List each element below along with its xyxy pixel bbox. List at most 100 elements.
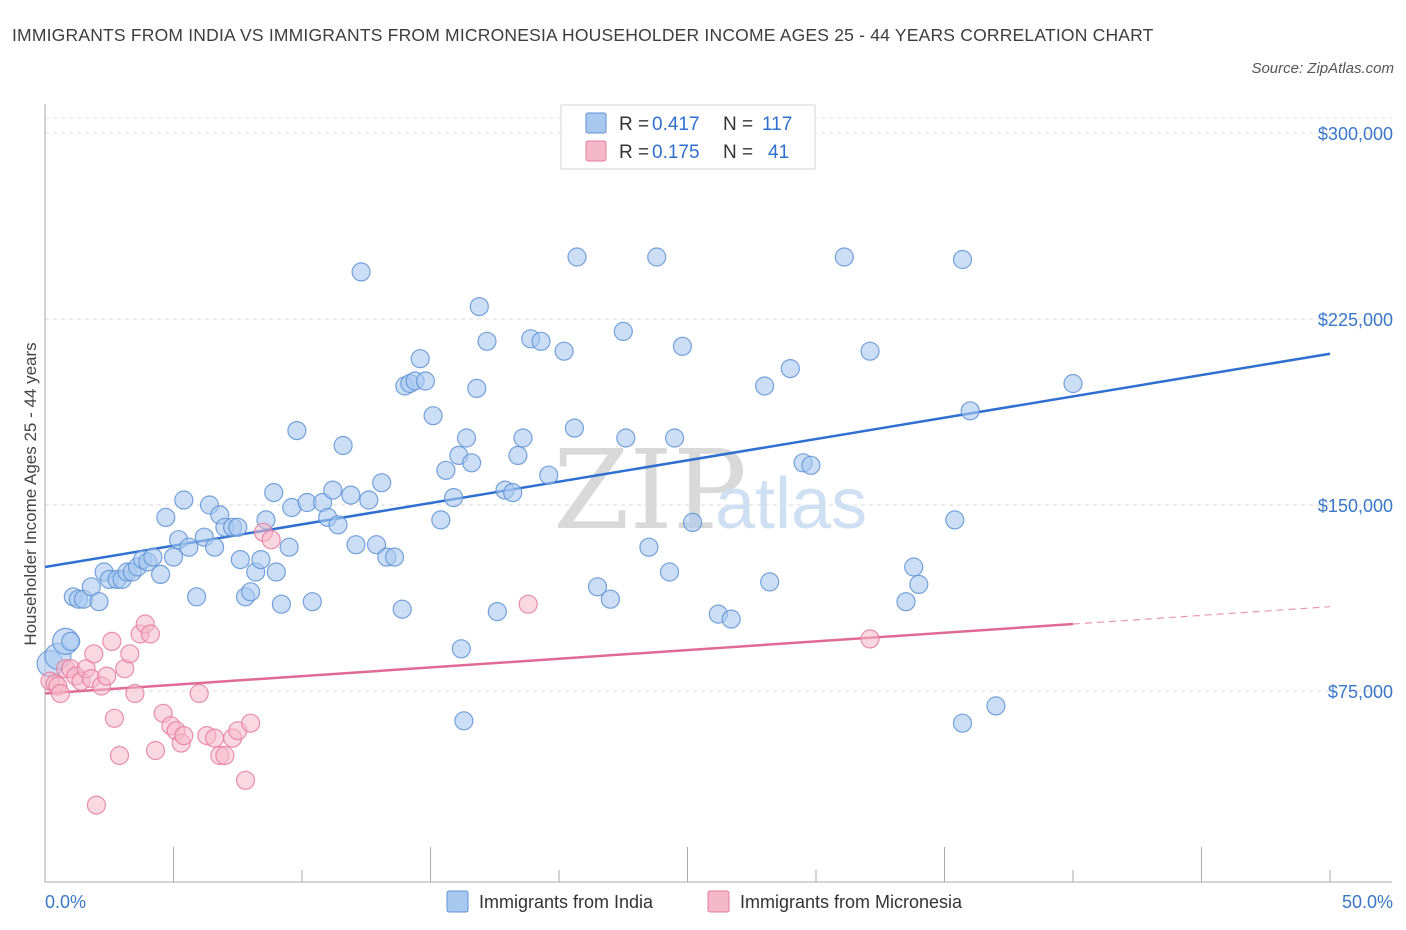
- point-micronesia: [50, 683, 71, 704]
- point-micronesia: [109, 745, 130, 766]
- point-india: [323, 480, 343, 500]
- point-india: [266, 562, 286, 582]
- point-india: [81, 577, 101, 597]
- trend-line-micronesia: [44, 622, 1074, 695]
- point-india: [682, 512, 703, 533]
- point-india: [952, 249, 973, 270]
- point-india: [986, 696, 1006, 716]
- point-india: [780, 359, 800, 379]
- point-india: [333, 435, 353, 456]
- y-tick-label: $150,000: [1318, 496, 1393, 516]
- point-micronesia: [235, 770, 256, 790]
- point-india: [487, 601, 507, 622]
- point-india: [346, 535, 366, 555]
- point-india: [639, 537, 659, 557]
- point-india: [89, 592, 109, 612]
- point-india: [351, 262, 371, 282]
- point-micronesia: [241, 713, 261, 733]
- point-india: [151, 564, 171, 585]
- point-india: [279, 537, 299, 557]
- point-india: [341, 485, 361, 505]
- data-points: [36, 247, 1083, 815]
- point-india: [179, 537, 199, 557]
- point-micronesia: [97, 666, 117, 686]
- x-tick-label-min: 0.0%: [45, 892, 86, 912]
- legend-n-value: 117: [762, 114, 792, 135]
- point-india: [359, 490, 379, 510]
- point-micronesia: [86, 795, 107, 815]
- point-micronesia: [120, 644, 140, 664]
- source-label: Source: ZipAtlas.com: [1251, 60, 1394, 77]
- legend-r-label: R =: [619, 142, 649, 163]
- legend-r-value: 0.417: [652, 114, 700, 135]
- point-india: [945, 510, 965, 530]
- point-india: [156, 507, 176, 528]
- point-india: [423, 406, 443, 426]
- point-india: [436, 460, 456, 480]
- point-india: [467, 378, 487, 398]
- point-india: [384, 547, 405, 567]
- point-india: [860, 341, 880, 361]
- point-india: [664, 428, 685, 448]
- y-tick-label: $225,000: [1318, 310, 1393, 330]
- point-micronesia: [518, 594, 538, 614]
- point-india: [469, 297, 489, 317]
- point-india: [754, 376, 775, 396]
- point-micronesia: [215, 745, 235, 766]
- point-india: [834, 247, 854, 267]
- point-india: [477, 331, 497, 351]
- point-micronesia: [189, 683, 209, 704]
- trend-line-micronesia-extension: [1072, 606, 1331, 625]
- legend-r-label: R =: [619, 114, 649, 135]
- point-india: [462, 453, 482, 473]
- point-india: [508, 445, 528, 465]
- point-india: [230, 549, 250, 570]
- point-india: [659, 562, 680, 582]
- chart-title: IMMIGRANTS FROM INDIA VS IMMIGRANTS FROM…: [12, 25, 1154, 45]
- point-micronesia: [145, 740, 166, 761]
- point-micronesia: [104, 708, 125, 728]
- watermark-zip: ZIP: [553, 426, 747, 554]
- point-india: [251, 549, 271, 570]
- point-micronesia: [860, 629, 880, 649]
- legend-swatch-micronesia: [585, 140, 607, 162]
- point-india: [531, 331, 551, 351]
- point-india: [587, 577, 608, 597]
- point-india: [415, 371, 435, 391]
- point-india: [264, 483, 284, 503]
- point-india: [228, 517, 248, 537]
- point-india: [410, 349, 430, 369]
- point-india: [241, 582, 261, 602]
- point-india: [952, 713, 973, 733]
- point-micronesia: [174, 725, 194, 746]
- point-micronesia: [261, 530, 281, 550]
- point-micronesia: [84, 644, 104, 664]
- point-india: [431, 510, 451, 530]
- point-india: [1063, 373, 1083, 394]
- legend-n-value: 41: [768, 142, 789, 163]
- point-india: [672, 336, 693, 356]
- point-india: [503, 483, 523, 503]
- legend-bottom: Immigrants from India Immigrants from Mi…: [446, 890, 963, 913]
- point-india: [392, 599, 412, 619]
- point-india: [302, 592, 322, 612]
- point-india: [451, 639, 471, 659]
- point-india: [554, 341, 574, 361]
- legend-bottom-label-india: Immigrants from India: [479, 892, 654, 912]
- point-india: [61, 631, 81, 652]
- point-india: [960, 401, 980, 421]
- point-micronesia: [102, 631, 122, 652]
- point-india: [163, 547, 184, 567]
- legend-bottom-swatch-india: [446, 890, 469, 913]
- legend-n-label: N =: [723, 142, 753, 163]
- point-micronesia: [125, 683, 145, 704]
- point-india: [372, 473, 392, 493]
- legend-bottom-swatch-micronesia: [707, 890, 730, 913]
- point-india: [616, 428, 636, 448]
- point-india: [444, 488, 464, 508]
- point-india: [513, 428, 533, 448]
- y-tick-labels: $75,000 $150,000 $225,000 $300,000: [1318, 124, 1393, 702]
- y-tick-label: $75,000: [1328, 682, 1393, 702]
- point-micronesia: [205, 728, 225, 748]
- point-india: [539, 465, 559, 485]
